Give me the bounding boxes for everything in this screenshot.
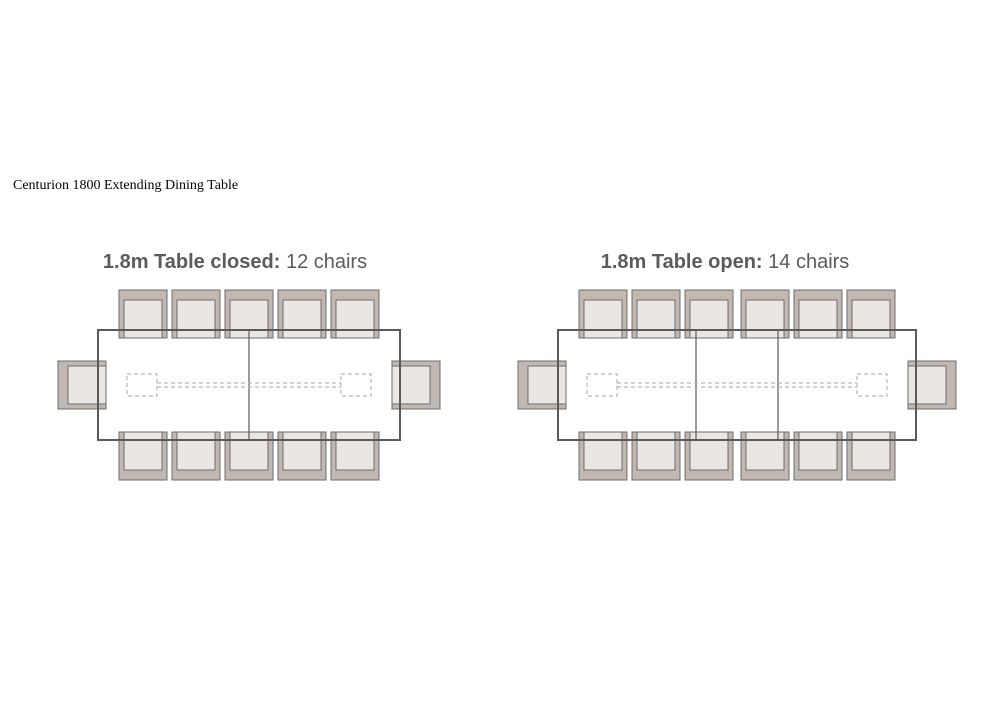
pedestal-0 [127,374,157,396]
title-bold: 1.8m Table open: [601,251,763,273]
diagram-open [510,280,970,490]
diagram-closed [50,280,450,490]
title-light: 14 chairs [763,251,850,273]
pedestal-0 [587,374,617,396]
title-light: 12 chairs [280,251,367,273]
title-bold: 1.8m Table closed: [103,251,280,273]
diagram-title-closed: 1.8m Table closed: 12 chairs [103,251,367,274]
diagram-title-open: 1.8m Table open: 14 chairs [601,251,850,274]
table-outline [558,330,916,440]
pedestal-1 [341,374,371,396]
pedestal-1 [857,374,887,396]
page-title: Centurion 1800 Extending Dining Table [13,178,238,194]
